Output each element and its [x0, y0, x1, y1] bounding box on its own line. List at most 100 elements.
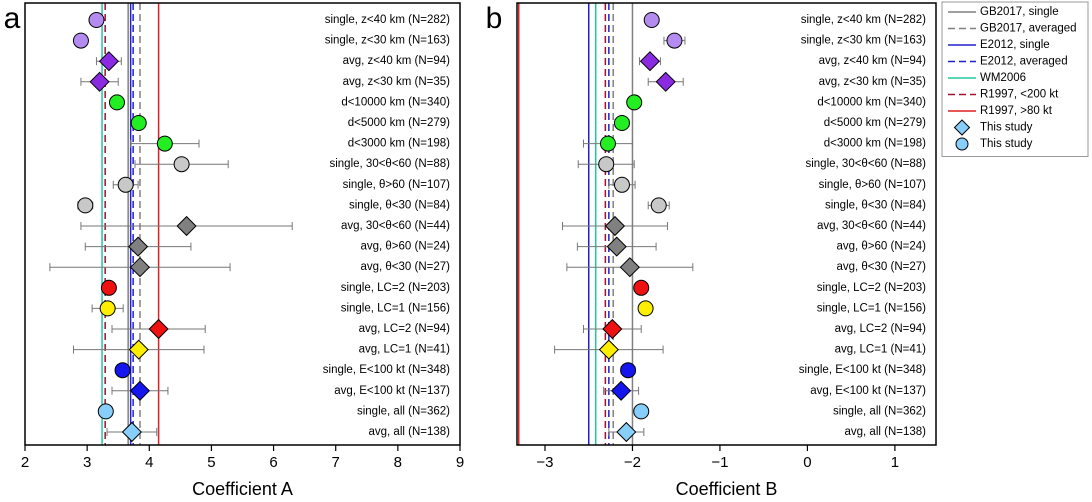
row-label: single, z<40 km (N=282): [325, 14, 450, 26]
data-point: [613, 115, 630, 131]
legend-label: This study: [980, 122, 1033, 134]
row-label: single, θ>60 (N=107): [819, 179, 927, 191]
data-point: [633, 279, 650, 296]
data-point: [114, 362, 131, 379]
row-label: avg, θ<30 (N=27): [360, 261, 450, 273]
row-label: single, θ>60 (N=107): [343, 179, 451, 191]
legend-label: WM2006: [980, 72, 1026, 84]
data-point: [637, 300, 654, 317]
x-tick-label: −3: [536, 454, 553, 471]
x-axis-title: Coefficient A: [192, 479, 293, 499]
row-label: single, z<40 km (N=282): [801, 14, 926, 26]
row-label: single, z<30 km (N=163): [325, 35, 450, 47]
row-label: single, all (N=362): [357, 405, 450, 417]
legend-label: E2012, averaged: [980, 56, 1068, 68]
row-label: avg, z<40 km (N=94): [343, 55, 451, 67]
legend-label: GB2017, single: [980, 6, 1059, 18]
row-label: d<5000 km (N=279): [348, 117, 450, 129]
legend-label: E2012, single: [980, 39, 1050, 51]
data-point: [89, 71, 110, 92]
data-point: [599, 135, 616, 152]
legend-label: GB2017, averaged: [980, 23, 1077, 35]
row-label: single, 30<θ<60 (N=88): [329, 158, 450, 170]
x-tick-label: 5: [207, 454, 215, 471]
data-point: [129, 257, 151, 278]
data-point: [72, 32, 89, 49]
legend-label: This study: [980, 138, 1033, 150]
x-tick-label: 4: [145, 454, 153, 471]
legend-marker: [955, 137, 969, 151]
data-point: [666, 32, 683, 49]
data-point: [77, 197, 94, 214]
data-point: [611, 380, 632, 401]
data-point: [650, 197, 667, 214]
data-point: [604, 215, 626, 237]
x-tick-label: −1: [711, 454, 728, 471]
x-tick-label: 7: [332, 454, 340, 471]
row-label: single, LC=1 (N=156): [817, 302, 926, 314]
row-label: avg, LC=1 (N=41): [359, 344, 451, 356]
x-tick-label: 2: [21, 454, 29, 471]
row-label: d<5000 km (N=279): [824, 117, 926, 129]
row-label: avg, θ>60 (N=24): [360, 241, 450, 253]
x-tick-label: 8: [394, 454, 402, 471]
row-label: avg, all (N=138): [369, 426, 451, 438]
row-label: avg, θ>60 (N=24): [836, 241, 926, 253]
x-tick-label: 9: [456, 454, 464, 471]
row-label: single, 30<θ<60 (N=88): [805, 158, 926, 170]
data-point: [173, 156, 190, 173]
data-point: [643, 12, 660, 28]
data-point: [97, 403, 114, 420]
row-label: avg, z<30 km (N=35): [819, 76, 927, 88]
row-label: single, all (N=362): [833, 405, 926, 417]
panel-label: a: [4, 2, 21, 35]
row-label: d<10000 km (N=340): [341, 96, 450, 108]
data-point: [633, 403, 650, 420]
plot-frame: [516, 2, 937, 446]
data-point: [598, 339, 619, 360]
row-label: single, LC=2 (N=203): [341, 282, 450, 294]
data-point: [156, 135, 173, 152]
data-point: [121, 421, 142, 443]
row-label: avg, LC=2 (N=94): [835, 323, 927, 335]
legend-marker: [953, 119, 971, 136]
x-tick-label: −2: [624, 454, 641, 471]
data-point: [626, 94, 643, 111]
row-label: avg, LC=1 (N=41): [835, 344, 927, 356]
data-point: [639, 51, 661, 72]
row-label: d<10000 km (N=340): [817, 96, 926, 108]
row-label: avg, z<40 km (N=94): [819, 55, 927, 67]
row-label: d<3000 km (N=198): [348, 138, 450, 150]
row-label: single, E<100 kt (N=348): [799, 364, 926, 376]
legend-label: R1997, <200 kt: [980, 89, 1059, 101]
data-point: [117, 176, 134, 193]
data-point: [606, 236, 627, 257]
row-label: single, LC=1 (N=156): [341, 302, 450, 314]
plot-frame: [24, 2, 461, 446]
data-point: [598, 156, 615, 173]
row-label: avg, 30<θ<60 (N=44): [817, 220, 926, 232]
row-label: avg, 30<θ<60 (N=44): [341, 220, 450, 232]
row-label: avg, LC=2 (N=94): [359, 323, 451, 335]
row-label: single, LC=2 (N=203): [817, 282, 926, 294]
data-point: [88, 12, 105, 28]
legend-label: R1997, >80 kt: [980, 105, 1053, 117]
row-label: avg, θ<30 (N=27): [836, 261, 926, 273]
row-label: avg, z<30 km (N=35): [343, 76, 451, 88]
data-point: [128, 236, 149, 257]
data-point: [655, 71, 676, 92]
row-label: single, E<100 kt (N=348): [323, 364, 450, 376]
x-tick-label: 0: [803, 454, 811, 471]
data-point: [619, 257, 640, 278]
data-point: [130, 115, 147, 131]
data-point: [613, 176, 630, 193]
data-point: [616, 421, 637, 443]
row-label: single, θ<30 (N=84): [825, 199, 926, 211]
data-point: [100, 279, 117, 296]
data-point: [128, 339, 149, 360]
row-label: avg, all (N=138): [845, 426, 927, 438]
data-point: [129, 380, 151, 401]
row-label: single, z<30 km (N=163): [801, 35, 926, 47]
data-point: [99, 300, 116, 317]
